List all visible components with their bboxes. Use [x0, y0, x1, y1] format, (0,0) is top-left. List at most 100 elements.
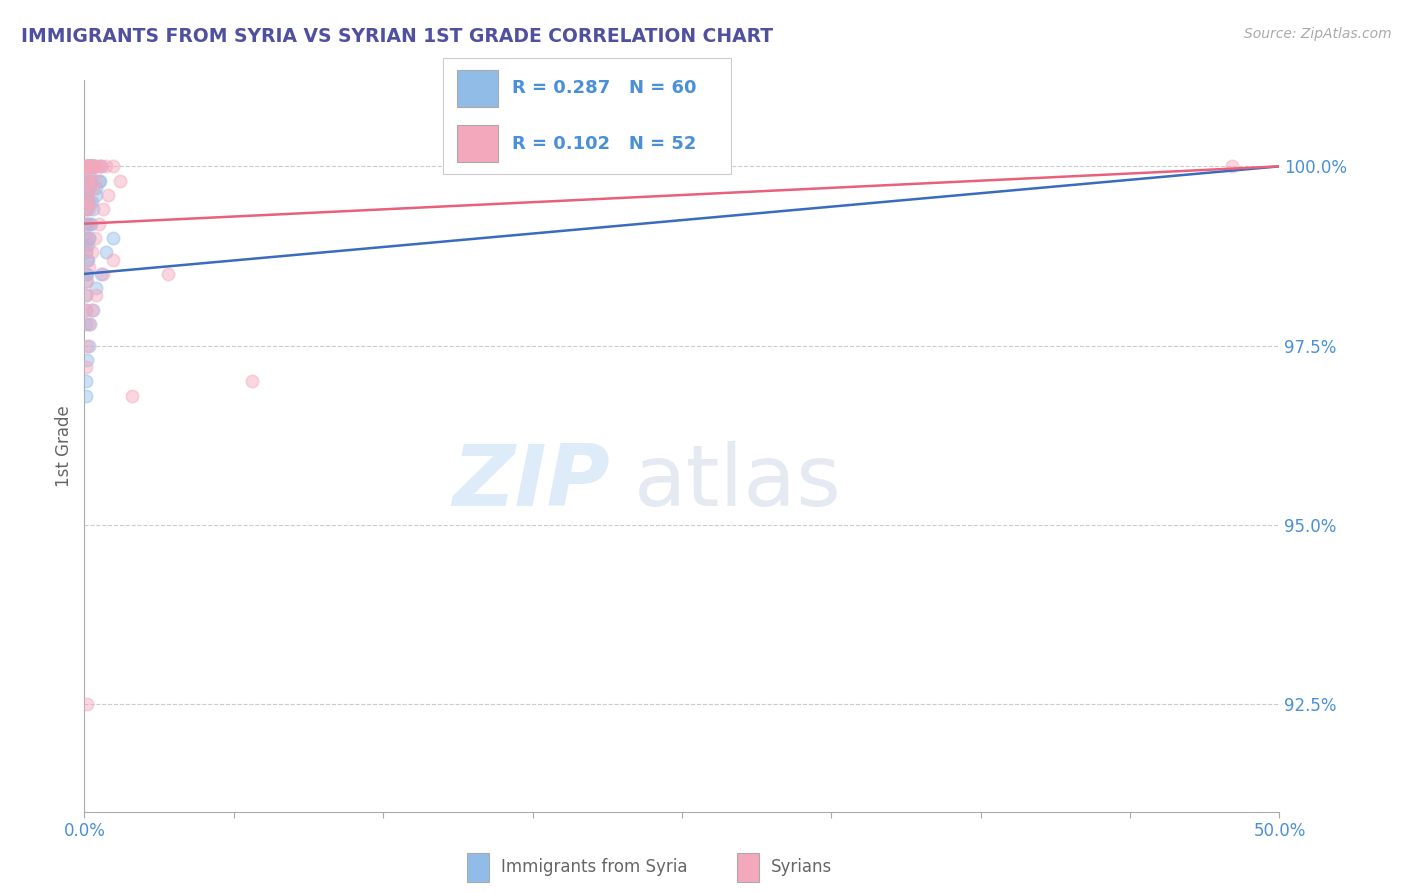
Point: [76, 188, 98, 202]
Point: [76, 202, 98, 217]
Point: [77, 159, 100, 173]
Point: [87, 159, 110, 173]
Point: [75, 181, 97, 195]
Bar: [457, 125, 498, 162]
Text: Syrians: Syrians: [770, 858, 832, 877]
Point: [83, 159, 105, 173]
Point: [76, 188, 98, 202]
Point: [80, 159, 103, 173]
Text: IMMIGRANTS FROM SYRIA VS SYRIAN 1ST GRADE CORRELATION CHART: IMMIGRANTS FROM SYRIA VS SYRIAN 1ST GRAD…: [21, 27, 773, 45]
Point: [75, 267, 97, 281]
Text: Source: ZipAtlas.com: Source: ZipAtlas.com: [1244, 27, 1392, 41]
Point: [90, 159, 112, 173]
Bar: [457, 70, 498, 107]
Point: [76, 159, 98, 173]
Point: [75, 302, 97, 317]
Point: [76, 353, 98, 368]
Point: [79, 159, 101, 173]
Point: [75, 274, 97, 288]
Point: [77, 159, 100, 173]
Point: [76, 338, 98, 352]
Point: [77, 338, 100, 352]
Point: [76, 238, 98, 252]
Point: [80, 159, 103, 173]
Point: [76, 159, 98, 173]
Point: [76, 252, 98, 267]
Point: [75, 375, 97, 389]
Point: [76, 274, 98, 288]
Point: [79, 317, 101, 331]
Point: [75, 245, 97, 260]
Point: [76, 217, 98, 231]
Point: [75, 288, 97, 302]
Point: [94, 245, 117, 260]
Point: [87, 174, 110, 188]
Point: [75, 231, 97, 245]
Point: [86, 281, 108, 295]
Point: [77, 195, 100, 210]
Bar: [737, 854, 759, 881]
Point: [75, 195, 97, 210]
Point: [82, 302, 104, 317]
Point: [82, 159, 104, 173]
Point: [79, 159, 101, 173]
Point: [110, 174, 132, 188]
Point: [79, 217, 101, 231]
Point: [75, 245, 97, 260]
Point: [77, 252, 100, 267]
Point: [76, 267, 98, 281]
Point: [82, 159, 104, 173]
Point: [101, 159, 124, 173]
Point: [75, 231, 97, 245]
Point: [1220, 159, 1243, 173]
Text: ZIP: ZIP: [453, 441, 610, 524]
Point: [77, 260, 100, 274]
Point: [77, 167, 100, 181]
Point: [77, 181, 100, 195]
Point: [75, 317, 97, 331]
Point: [121, 389, 143, 403]
Point: [93, 202, 115, 217]
Point: [80, 174, 103, 188]
Point: [77, 231, 100, 245]
Bar: [467, 854, 489, 881]
Point: [77, 159, 100, 173]
Point: [75, 360, 97, 375]
Point: [77, 317, 100, 331]
Point: [89, 174, 111, 188]
Point: [86, 159, 108, 173]
Point: [157, 267, 180, 281]
Point: [83, 159, 105, 173]
Point: [77, 231, 100, 245]
Text: Immigrants from Syria: Immigrants from Syria: [501, 858, 688, 877]
Point: [80, 245, 103, 260]
Point: [90, 159, 112, 173]
Point: [75, 288, 97, 302]
Text: R = 0.102   N = 52: R = 0.102 N = 52: [512, 135, 696, 153]
Point: [77, 174, 100, 188]
Point: [77, 159, 100, 173]
Point: [77, 181, 100, 195]
Point: [77, 174, 100, 188]
Point: [75, 202, 97, 217]
Point: [101, 231, 124, 245]
Point: [76, 195, 98, 210]
Point: [76, 697, 98, 711]
Point: [80, 159, 103, 173]
Point: [76, 181, 98, 195]
Point: [79, 159, 101, 173]
Point: [84, 231, 107, 245]
Text: atlas: atlas: [634, 441, 842, 524]
Point: [82, 202, 104, 217]
Point: [77, 159, 100, 173]
Point: [77, 159, 100, 173]
Y-axis label: 1st Grade: 1st Grade: [55, 405, 73, 487]
Point: [75, 159, 97, 173]
Point: [86, 174, 108, 188]
Point: [75, 174, 97, 188]
Point: [93, 267, 115, 281]
Text: R = 0.287   N = 60: R = 0.287 N = 60: [512, 79, 696, 97]
Point: [90, 267, 112, 281]
Point: [79, 167, 101, 181]
Point: [82, 181, 104, 195]
